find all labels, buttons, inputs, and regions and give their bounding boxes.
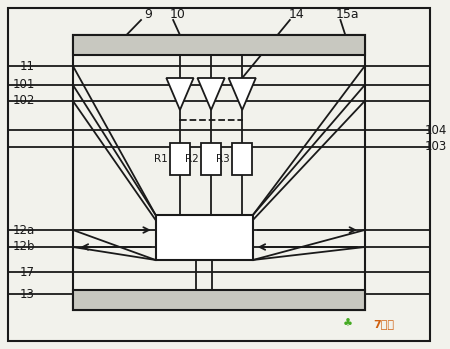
Text: R: R — [239, 87, 247, 96]
Text: 12b: 12b — [13, 240, 35, 253]
Text: 101: 101 — [13, 79, 35, 91]
Text: ♣: ♣ — [343, 319, 353, 329]
Text: B: B — [177, 87, 185, 96]
Text: 11: 11 — [20, 59, 35, 73]
Text: 9: 9 — [144, 7, 152, 21]
Text: 102: 102 — [13, 95, 35, 107]
Text: 17: 17 — [20, 266, 35, 279]
Text: 13: 13 — [20, 288, 35, 300]
Bar — [73, 290, 365, 310]
Text: R1: R1 — [153, 154, 167, 164]
Text: 12a: 12a — [13, 223, 35, 237]
Text: R3: R3 — [216, 154, 230, 164]
Polygon shape — [229, 78, 256, 110]
Text: R2: R2 — [184, 154, 198, 164]
Bar — [233, 143, 252, 175]
Bar — [201, 143, 221, 175]
Text: 10: 10 — [170, 7, 186, 21]
Polygon shape — [166, 78, 194, 110]
Bar — [73, 35, 365, 55]
Bar — [156, 215, 253, 260]
Bar — [73, 35, 365, 310]
Text: 103: 103 — [425, 141, 447, 154]
Bar — [170, 143, 189, 175]
Text: 104: 104 — [425, 124, 447, 136]
Text: 14: 14 — [289, 7, 305, 21]
Polygon shape — [198, 78, 225, 110]
Text: 15a: 15a — [335, 7, 359, 21]
Text: 7号网: 7号网 — [374, 319, 395, 329]
Text: G: G — [208, 87, 216, 96]
